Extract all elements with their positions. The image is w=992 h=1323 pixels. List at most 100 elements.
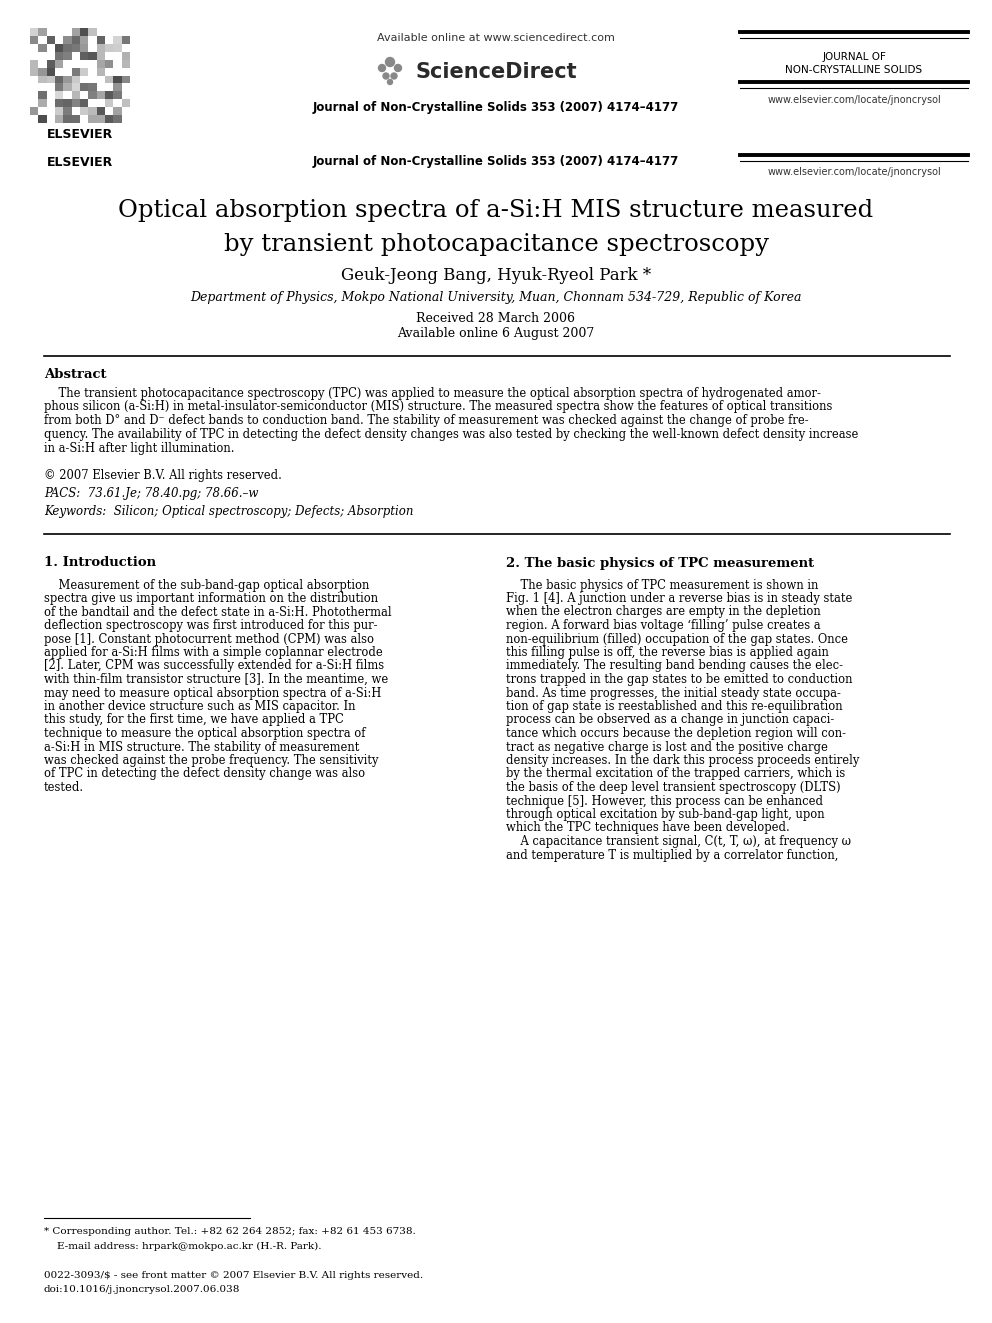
Text: ELSEVIER: ELSEVIER	[47, 128, 113, 142]
Bar	[88, 115, 96, 123]
Text: JOURNAL OF: JOURNAL OF	[822, 52, 886, 62]
Bar	[88, 107, 96, 115]
Text: was checked against the probe frequency. The sensitivity: was checked against the probe frequency.…	[44, 754, 379, 767]
Text: Keywords:  Silicon; Optical spectroscopy; Defects; Absorption: Keywords: Silicon; Optical spectroscopy;…	[44, 505, 414, 519]
Bar	[30, 67, 39, 75]
Text: tion of gap state is reestablished and this re-equilibration: tion of gap state is reestablished and t…	[506, 700, 842, 713]
Bar	[96, 107, 105, 115]
Text: process can be observed as a change in junction capaci-: process can be observed as a change in j…	[506, 713, 834, 726]
Bar	[113, 75, 122, 83]
Text: * Corresponding author. Tel.: +82 62 264 2852; fax: +82 61 453 6738.: * Corresponding author. Tel.: +82 62 264…	[44, 1228, 416, 1237]
Text: non-equilibrium (filled) occupation of the gap states. Once: non-equilibrium (filled) occupation of t…	[506, 632, 848, 646]
Bar	[47, 75, 55, 83]
Bar	[96, 60, 105, 67]
Text: through optical excitation by sub-band-gap light, upon: through optical excitation by sub-band-g…	[506, 808, 824, 822]
Bar	[71, 99, 80, 107]
Text: A capacitance transient signal, C(t, T, ω), at frequency ω: A capacitance transient signal, C(t, T, …	[506, 835, 851, 848]
Bar	[71, 67, 80, 75]
Text: Measurement of the sub-band-gap optical absorption: Measurement of the sub-band-gap optical …	[44, 578, 369, 591]
Text: applied for a-Si:H films with a simple coplannar electrode: applied for a-Si:H films with a simple c…	[44, 646, 383, 659]
Bar	[63, 36, 71, 44]
Bar	[63, 99, 71, 107]
Bar	[63, 75, 71, 83]
Bar	[55, 60, 63, 67]
Text: The transient photocapacitance spectroscopy (TPC) was applied to measure the opt: The transient photocapacitance spectrosc…	[44, 386, 820, 400]
Text: a-Si:H in MIS structure. The stability of measurement: a-Si:H in MIS structure. The stability o…	[44, 741, 359, 754]
Text: The basic physics of TPC measurement is shown in: The basic physics of TPC measurement is …	[506, 578, 818, 591]
Text: in a-Si:H after light illumination.: in a-Si:H after light illumination.	[44, 442, 234, 455]
Bar	[39, 44, 47, 52]
Text: © 2007 Elsevier B.V. All rights reserved.: © 2007 Elsevier B.V. All rights reserved…	[44, 470, 282, 483]
Bar	[47, 60, 55, 67]
Bar	[105, 91, 113, 99]
Text: by the thermal excitation of the trapped carriers, which is: by the thermal excitation of the trapped…	[506, 767, 845, 781]
Bar	[80, 44, 88, 52]
Bar	[71, 28, 80, 36]
Bar	[113, 36, 122, 44]
Bar	[122, 52, 130, 60]
Bar	[105, 44, 113, 52]
Bar	[80, 67, 88, 75]
Text: [2]. Later, CPM was successfully extended for a-Si:H films: [2]. Later, CPM was successfully extende…	[44, 659, 384, 672]
Bar	[39, 99, 47, 107]
Bar	[55, 99, 63, 107]
Text: the basis of the deep level transient spectroscopy (DLTS): the basis of the deep level transient sp…	[506, 781, 840, 794]
Bar	[96, 91, 105, 99]
Bar	[71, 36, 80, 44]
Text: Journal of Non-Crystalline Solids 353 (2007) 4174–4177: Journal of Non-Crystalline Solids 353 (2…	[312, 156, 680, 168]
Bar	[105, 99, 113, 107]
Text: of the bandtail and the defect state in a-Si:H. Photothermal: of the bandtail and the defect state in …	[44, 606, 392, 618]
Text: trons trapped in the gap states to be emitted to conduction: trons trapped in the gap states to be em…	[506, 673, 852, 687]
Text: by transient photocapacitance spectroscopy: by transient photocapacitance spectrosco…	[223, 233, 769, 255]
Bar	[63, 115, 71, 123]
Bar	[30, 107, 39, 115]
Bar	[80, 28, 88, 36]
Bar	[63, 52, 71, 60]
Bar	[55, 83, 63, 91]
Text: spectra give us important information on the distribution: spectra give us important information on…	[44, 591, 378, 605]
Bar	[96, 52, 105, 60]
Text: band. As time progresses, the initial steady state occupa-: band. As time progresses, the initial st…	[506, 687, 841, 700]
Bar	[71, 44, 80, 52]
Text: when the electron charges are empty in the depletion: when the electron charges are empty in t…	[506, 606, 820, 618]
Text: E-mail address: hrpark@mokpo.ac.kr (H.-R. Park).: E-mail address: hrpark@mokpo.ac.kr (H.-R…	[44, 1241, 321, 1250]
Bar	[105, 60, 113, 67]
Text: Abstract: Abstract	[44, 368, 106, 381]
Bar	[122, 75, 130, 83]
Bar	[71, 75, 80, 83]
Circle shape	[386, 57, 395, 66]
Text: 1. Introduction: 1. Introduction	[44, 557, 156, 569]
Bar	[55, 52, 63, 60]
Text: pose [1]. Constant photocurrent method (CPM) was also: pose [1]. Constant photocurrent method (…	[44, 632, 374, 646]
Bar	[39, 91, 47, 99]
Text: tract as negative charge is lost and the positive charge: tract as negative charge is lost and the…	[506, 741, 828, 754]
Bar	[122, 60, 130, 67]
Circle shape	[379, 65, 386, 71]
Bar	[39, 75, 47, 83]
Bar	[80, 36, 88, 44]
Bar	[30, 60, 39, 67]
Circle shape	[388, 79, 393, 85]
Text: and temperature T is multiplied by a correlator function,: and temperature T is multiplied by a cor…	[506, 848, 838, 861]
Bar	[80, 52, 88, 60]
Text: of TPC in detecting the defect density change was also: of TPC in detecting the defect density c…	[44, 767, 365, 781]
Circle shape	[391, 73, 397, 79]
Text: Geuk-Jeong Bang, Hyuk-Ryeol Park *: Geuk-Jeong Bang, Hyuk-Ryeol Park *	[341, 267, 651, 284]
Text: this study, for the first time, we have applied a TPC: this study, for the first time, we have …	[44, 713, 344, 726]
Text: in another device structure such as MIS capacitor. In: in another device structure such as MIS …	[44, 700, 355, 713]
Bar	[71, 91, 80, 99]
Text: Journal of Non-Crystalline Solids 353 (2007) 4174–4177: Journal of Non-Crystalline Solids 353 (2…	[312, 101, 680, 114]
Text: tance which occurs because the depletion region will con-: tance which occurs because the depletion…	[506, 728, 846, 740]
Bar	[80, 99, 88, 107]
Bar	[88, 83, 96, 91]
Bar	[113, 107, 122, 115]
Text: doi:10.1016/j.jnoncrysol.2007.06.038: doi:10.1016/j.jnoncrysol.2007.06.038	[44, 1285, 240, 1294]
Bar	[55, 91, 63, 99]
Text: from both D° and D⁻ defect bands to conduction band. The stability of measuremen: from both D° and D⁻ defect bands to cond…	[44, 414, 808, 427]
Text: deflection spectroscopy was first introduced for this pur-: deflection spectroscopy was first introd…	[44, 619, 378, 632]
Bar	[63, 107, 71, 115]
Text: Received 28 March 2006: Received 28 March 2006	[417, 311, 575, 324]
Bar	[113, 83, 122, 91]
Bar	[63, 83, 71, 91]
Text: phous silicon (a-Si:H) in metal-insulator-semiconductor (MIS) structure. The mea: phous silicon (a-Si:H) in metal-insulato…	[44, 401, 832, 413]
